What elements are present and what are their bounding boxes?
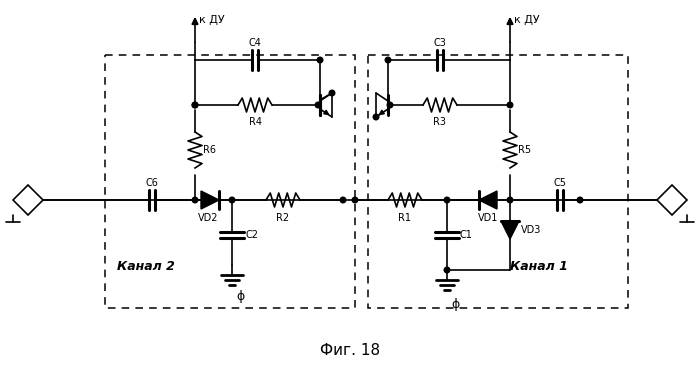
Text: C2: C2 — [245, 230, 258, 240]
Circle shape — [352, 197, 358, 203]
Text: C1: C1 — [460, 230, 473, 240]
Text: к ДУ: к ДУ — [199, 15, 225, 25]
Text: к ДУ: к ДУ — [514, 15, 540, 25]
Circle shape — [508, 197, 513, 203]
Circle shape — [329, 90, 335, 96]
Circle shape — [387, 102, 393, 108]
Circle shape — [340, 197, 346, 203]
Text: C4: C4 — [248, 38, 261, 48]
Circle shape — [444, 197, 450, 203]
Text: C3: C3 — [433, 38, 447, 48]
Circle shape — [193, 102, 198, 108]
Circle shape — [315, 102, 321, 108]
Polygon shape — [201, 191, 219, 209]
Text: Канал 2: Канал 2 — [117, 260, 175, 273]
Text: R6: R6 — [203, 145, 216, 155]
Text: VD2: VD2 — [198, 213, 218, 223]
Text: R3: R3 — [433, 117, 447, 127]
Bar — [368, 55, 628, 308]
Text: R1: R1 — [398, 213, 412, 223]
Text: R5: R5 — [518, 145, 531, 155]
Circle shape — [229, 197, 234, 203]
Text: C5: C5 — [554, 178, 566, 188]
Text: ϕ: ϕ — [451, 298, 459, 311]
Polygon shape — [479, 191, 497, 209]
Text: ϕ: ϕ — [236, 290, 244, 303]
Text: VD1: VD1 — [478, 213, 498, 223]
Text: Канал 1: Канал 1 — [510, 260, 568, 273]
Circle shape — [385, 57, 391, 63]
Circle shape — [193, 197, 198, 203]
Circle shape — [444, 267, 450, 273]
Circle shape — [373, 114, 379, 120]
Circle shape — [508, 102, 513, 108]
Bar — [105, 55, 355, 308]
Circle shape — [578, 197, 583, 203]
Circle shape — [317, 57, 323, 63]
Circle shape — [193, 102, 198, 108]
Text: VD3: VD3 — [521, 225, 541, 235]
Text: R2: R2 — [276, 213, 290, 223]
Text: C6: C6 — [146, 178, 158, 188]
Polygon shape — [501, 221, 519, 239]
Text: Фиг. 18: Фиг. 18 — [320, 343, 380, 358]
Text: R4: R4 — [248, 117, 262, 127]
